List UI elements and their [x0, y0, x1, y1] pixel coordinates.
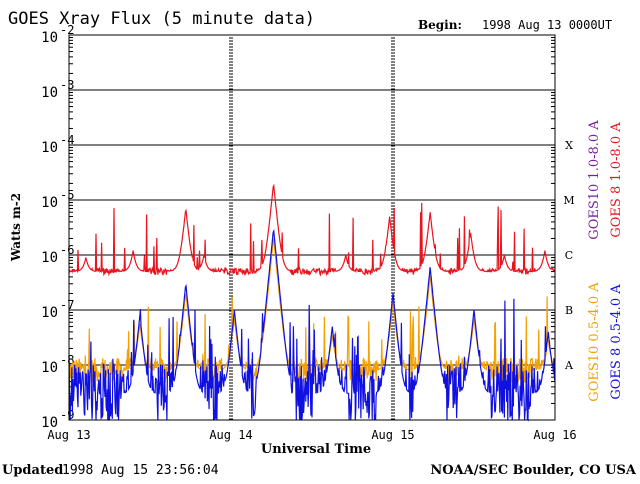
flare-class-label: A	[564, 359, 574, 372]
y-tick-label: 10	[41, 195, 58, 211]
updated-value: 1998 Aug 15 23:56:04	[62, 463, 219, 478]
x-tick-label: Aug 16	[533, 428, 576, 442]
series-goes10-short	[68, 237, 556, 384]
begin-value: 1998 Aug 13 0000UT	[482, 18, 612, 32]
y-tick-exponent: -8	[60, 353, 74, 367]
legend-entry: GOES 8 1.0-8.0 A	[609, 122, 624, 238]
y-tick-label: 10	[41, 305, 58, 321]
y-tick-label: 10	[41, 360, 58, 376]
y-tick-label: 10	[41, 30, 58, 46]
x-tick-label: Aug 13	[47, 428, 90, 442]
x-tick-labels: Aug 13 Aug 14 Aug 15 Aug 16	[47, 428, 576, 442]
credit-text: NOAA/SEC Boulder, CO USA	[430, 463, 637, 478]
y-tick-exponent: -2	[60, 23, 74, 37]
y-tick-label: 10	[41, 85, 58, 101]
legend-entry: GOES10 0.5-4.0 A	[587, 282, 602, 402]
y-tick-exponent: -3	[60, 78, 74, 92]
flare-class-label: M	[563, 194, 574, 207]
x-tick-label: Aug 15	[371, 428, 414, 442]
legend-entry: GOES 8 0.5-4.0 A	[609, 284, 624, 400]
y-tick-labels: 10-210-310-410-510-610-710-810-9	[41, 23, 74, 431]
y-tick-label: 10	[41, 250, 58, 266]
y-tick-label: 10	[41, 415, 58, 431]
data-series	[68, 183, 556, 422]
y-tick-exponent: -4	[60, 133, 74, 147]
y-axis-label: Watts m-2	[9, 193, 23, 262]
flare-class-label: B	[565, 304, 573, 317]
series-goes8-long	[68, 183, 556, 277]
legend-entry: GOES10 1.0-8.0 A	[587, 120, 602, 240]
y-tick-exponent: -5	[60, 188, 74, 202]
y-tick-exponent: -6	[60, 243, 74, 257]
x-axis-label: Universal Time	[261, 442, 371, 457]
x-tick-label: Aug 14	[209, 428, 252, 442]
updated-label: Updated	[2, 463, 63, 478]
y-tick-exponent: -7	[60, 298, 74, 312]
legend: GOES10 1.0-8.0 A GOES 8 1.0-8.0 A GOES10 0…	[587, 120, 624, 402]
y-tick-label: 10	[41, 140, 58, 156]
flare-class-label: X	[565, 139, 573, 152]
plot-frame	[68, 34, 556, 421]
flare-class-labels: X M C B A	[563, 139, 574, 372]
flare-class-label: C	[565, 249, 573, 262]
begin-label: Begin:	[418, 18, 462, 32]
grid-lines	[69, 34, 555, 421]
series-goes8-short	[68, 228, 556, 422]
chart-title: GOES Xray Flux (5 minute data)	[8, 9, 315, 29]
